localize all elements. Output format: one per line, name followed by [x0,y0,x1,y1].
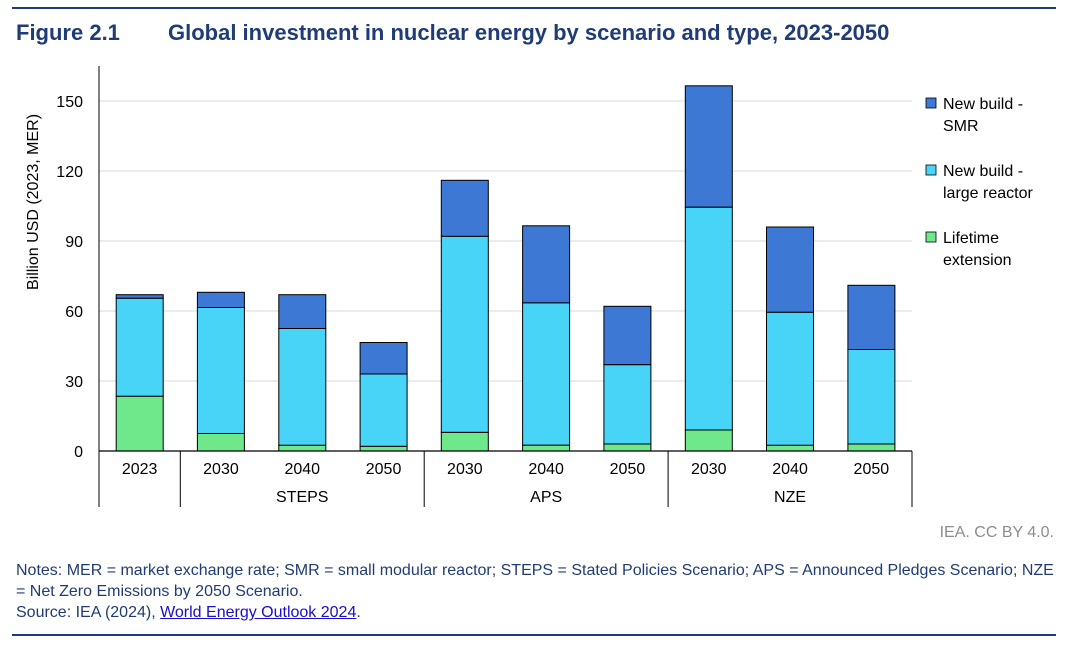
legend-swatch [925,231,937,243]
legend-swatch [925,164,937,176]
legend-label: SMR [943,118,979,135]
figure-header: Figure 2.1 Global investment in nuclear e… [16,20,889,46]
bar-segment [684,85,733,208]
bar-segment [196,291,245,308]
figure-title: Global investment in nuclear energy by s… [168,20,890,45]
y-tick-label: 120 [56,164,83,181]
bar-segment [847,349,896,445]
source-line: Source: IEA (2024), World Energy Outlook… [16,602,1061,623]
x-tick-label: 2050 [610,461,646,478]
source-prefix: Source: IEA (2024), [16,604,161,621]
legend: New build - SMR New build - large reactor Li… [925,96,1033,269]
x-tick-label: 2040 [284,461,320,478]
bar-segment [603,364,652,445]
bar-segment [766,444,814,452]
top-rule [12,7,1056,9]
bar-segment [847,443,896,452]
legend-swatch [925,97,937,109]
bar-segment [766,226,814,313]
bar-segment [278,328,327,446]
stacked-bar-chart: 0 30 60 90 120 150 2023 2030 2040 2050 2030 2040 205… [25,66,1033,507]
x-tick-label: 2030 [447,461,483,478]
group-label: STEPS [276,489,328,506]
legend-label: extension [943,252,1012,269]
credit-text: IEA. CC BY 4.0. [939,524,1054,541]
bar-segment [196,433,245,452]
y-tick-label: 30 [65,374,83,391]
x-tick-label: 2023 [122,461,158,478]
group-label: NZE [774,489,806,506]
bar-segment [115,395,164,452]
bar-segment [440,179,489,237]
bar-segment [115,297,164,397]
group-label: APS [530,489,562,506]
y-axis-label: Billion USD (2023, MER) [25,114,42,290]
y-tick-label: 150 [56,94,83,111]
x-tick-label: 2040 [528,461,564,478]
bar-segment [440,431,489,452]
bottom-rule [12,634,1056,636]
bar-segment [684,206,733,431]
notes-block: Notes: MER = market exchange rate; SMR =… [16,560,1061,623]
bar-segment [522,302,571,446]
legend-label: Lifetime [943,230,999,247]
legend-label: large reactor [943,185,1033,202]
legend-label: New build - [943,163,1023,180]
y-tick-label: 0 [74,444,83,461]
y-tick-label: 90 [65,234,83,251]
x-tick-label: 2040 [772,461,808,478]
bar-segment [196,307,245,434]
x-tick-label: 2050 [854,461,890,478]
bar-segment [440,235,489,433]
bar-segment [359,342,408,375]
notes-text: Notes: MER = market exchange rate; SMR =… [16,562,1054,600]
x-tick-label: 2030 [691,461,727,478]
bar-segment [359,445,408,452]
bar-segment [359,373,408,447]
bar-segment [115,294,164,299]
source-link[interactable]: World Energy Outlook 2024 [160,604,357,621]
y-tick-label: 60 [65,304,83,321]
source-suffix: . [356,604,361,621]
bar-segment [278,444,327,452]
bar-segment [603,305,652,366]
figure-number: Figure 2.1 [16,20,120,45]
bar-segment [522,225,571,304]
bar-segment [766,311,814,446]
bar-segment [278,294,327,330]
bar-segment [847,284,896,350]
x-tick-label: 2030 [203,461,239,478]
axis-layer: 0 30 60 90 120 150 2023 2030 2040 2050 2030 2040 205… [56,66,913,507]
x-tick-label: 2050 [366,461,402,478]
legend-label: New build - [943,96,1023,113]
bar-segment [684,429,733,452]
bar-layer [115,85,896,452]
bar-segment [522,444,571,452]
bar-segment [603,443,652,452]
